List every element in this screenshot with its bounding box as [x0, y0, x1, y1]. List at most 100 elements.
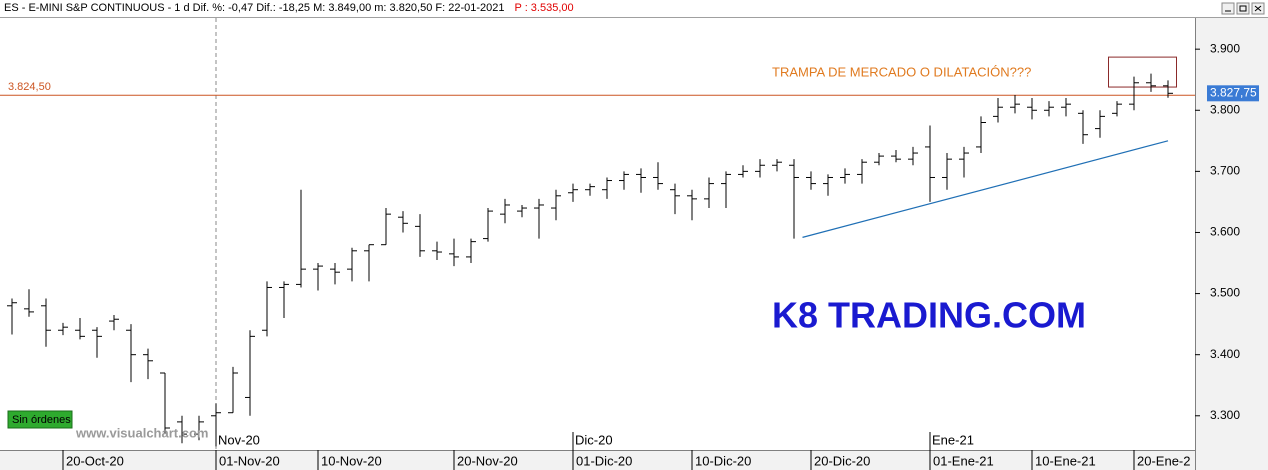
ohlc-bar — [7, 298, 17, 335]
annotation: TRAMPA DE MERCADO O DILATACIÓN??? — [772, 64, 1031, 79]
ohlc-bar — [109, 314, 119, 331]
watermark: K8 TRADING.COM — [772, 295, 1086, 336]
x-tick-label: 01-Dic-20 — [576, 453, 632, 468]
ohlc-bar — [874, 153, 884, 166]
ohlc-bar — [670, 183, 680, 215]
y-tick-label: 3.800 — [1210, 102, 1240, 116]
ohlc-bar — [296, 189, 306, 288]
ohlc-bar — [449, 238, 459, 267]
window-controls — [1221, 2, 1265, 15]
ohlc-bar — [1027, 98, 1037, 120]
ohlc-bar — [959, 146, 969, 178]
ohlc-bar — [602, 177, 612, 199]
ohlc-bar — [245, 330, 255, 416]
status-badge — [7, 410, 73, 429]
ohlc-bar — [313, 263, 323, 291]
ohlc-bar — [330, 263, 340, 285]
source-watermark: www.visualchart.com — [75, 425, 208, 440]
ohlc-bar — [228, 366, 238, 414]
x-tick-label: 10-Nov-20 — [321, 453, 382, 468]
ohlc-bar — [1112, 101, 1122, 117]
x-tick-label: 20-Dic-20 — [814, 453, 870, 468]
ohlc-bar — [466, 238, 476, 264]
ohlc-bar — [381, 208, 391, 246]
ohlc-bar — [92, 327, 102, 358]
y-tick-label: 3.700 — [1210, 164, 1240, 178]
ohlc-bar — [24, 289, 34, 317]
y-tick-label: 3.900 — [1210, 41, 1240, 55]
ohlc-bar — [194, 415, 204, 441]
y-tick-label: 3.500 — [1210, 286, 1240, 300]
y-tick-label: 3.600 — [1210, 225, 1240, 239]
ohlc-bar — [925, 125, 935, 202]
x-tick-label: 10-Dic-20 — [695, 453, 751, 468]
close-icon — [1254, 5, 1262, 12]
y-tick-label: 3.400 — [1210, 347, 1240, 361]
maximize-button[interactable] — [1236, 2, 1250, 15]
ohlc-bar — [619, 171, 629, 190]
ohlc-bar — [1129, 76, 1139, 111]
ohlc-bar — [908, 146, 918, 166]
x-tick-label: 20-Nov-20 — [457, 453, 518, 468]
trend-line — [802, 140, 1169, 238]
ohlc-bar — [1146, 73, 1156, 92]
ohlc-bar — [177, 415, 187, 444]
ohlc-bar — [1078, 110, 1088, 144]
month-label: Nov-20 — [218, 432, 260, 447]
x-tick-label: 01-Ene-21 — [933, 453, 994, 468]
ohlc-bar — [1095, 110, 1105, 138]
month-label: Ene-21 — [932, 432, 974, 447]
ohlc-bar — [738, 165, 748, 178]
ohlc-bar — [687, 189, 697, 221]
x-tick-label: 10-Ene-21 — [1035, 453, 1096, 468]
header-p-text: P : 3.535,00 — [515, 2, 574, 14]
ohlc-bar — [517, 204, 527, 218]
ohlc-bar — [398, 211, 408, 233]
ohlc-bar — [262, 281, 272, 337]
ohlc-bar — [721, 171, 731, 209]
ohlc-bar — [806, 171, 816, 190]
ohlc-bar — [857, 159, 867, 184]
ohlc-bar — [891, 149, 901, 163]
month-label: Dic-20 — [575, 432, 613, 447]
ohlc-bar — [211, 403, 221, 447]
last-price-label: 3.827,75 — [1210, 85, 1257, 99]
ohlc-bar — [143, 348, 153, 380]
ohlc-bar — [840, 168, 850, 184]
header-text: ES - E-MINI S&P CONTINUOUS - 1 d Dif. %:… — [4, 2, 505, 14]
ohlc-bar — [534, 198, 544, 239]
ohlc-bar — [772, 159, 782, 172]
ohlc-bar — [279, 281, 289, 319]
ohlc-bar — [976, 116, 986, 154]
ohlc-bar — [551, 189, 561, 221]
ohlc-bar — [636, 168, 646, 193]
ohlc-bar — [942, 153, 952, 190]
ohlc-bar — [1061, 98, 1071, 117]
header-bar — [0, 0, 1268, 18]
y-tick-label: 3.300 — [1210, 408, 1240, 422]
ohlc-bar — [364, 244, 374, 282]
ohlc-bar — [789, 159, 799, 239]
minimize-button[interactable] — [1221, 2, 1235, 15]
ohlc-bar — [160, 372, 170, 435]
level-label: 3.824,50 — [8, 81, 51, 93]
ohlc-bar — [704, 177, 714, 209]
highlight-box — [1108, 56, 1177, 88]
status-text: Sin órdenes — [12, 414, 71, 426]
ohlc-bar — [500, 198, 510, 224]
ohlc-bar — [568, 183, 578, 202]
maximize-icon — [1239, 5, 1247, 12]
ohlc-bar — [415, 214, 425, 257]
ohlc-bar — [823, 174, 833, 196]
x-tick-label: 20-Ene-2 — [1137, 453, 1190, 468]
ohlc-bar — [755, 159, 765, 178]
ohlc-bar — [1010, 94, 1020, 114]
ohlc-bar — [126, 324, 136, 383]
ohlc-bar — [993, 98, 1003, 123]
ohlc-bar — [58, 322, 68, 336]
ohlc-bar — [75, 318, 85, 340]
ohlc-bar — [1163, 80, 1173, 98]
last-price-tag — [1207, 85, 1259, 102]
x-axis-panel — [0, 450, 1195, 470]
